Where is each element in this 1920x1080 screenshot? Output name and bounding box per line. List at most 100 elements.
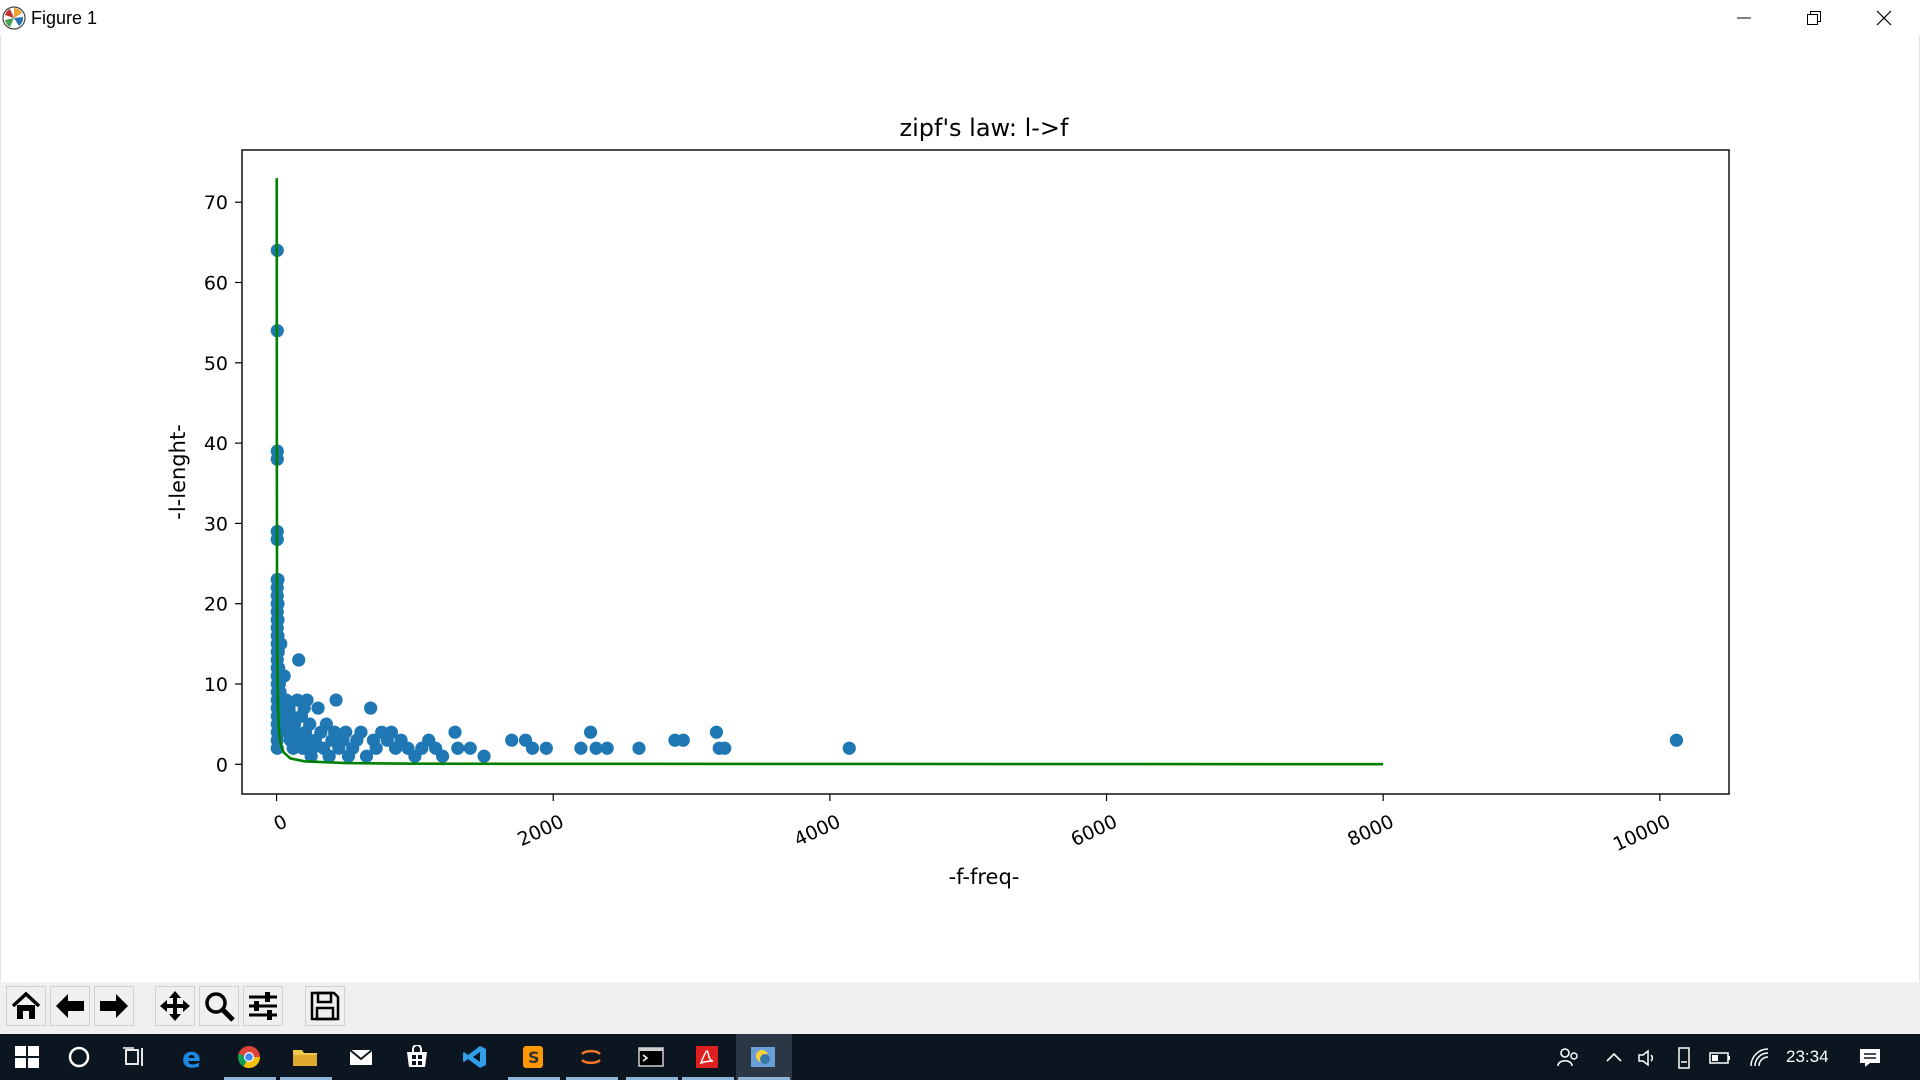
scatter-point xyxy=(477,749,491,763)
plot-area xyxy=(241,149,1730,795)
taskbar-acrobat[interactable] xyxy=(680,1034,736,1080)
scatter-point xyxy=(322,749,336,763)
scatter-point xyxy=(354,725,368,739)
matplotlib-logo-icon xyxy=(2,6,26,30)
scatter-point xyxy=(364,701,378,715)
usb-drive-icon[interactable] xyxy=(1672,1046,1696,1070)
chart-title: zipf's law: l->f xyxy=(900,114,1070,142)
scatter-point xyxy=(463,741,477,755)
zoom-button[interactable] xyxy=(199,986,239,1026)
scatter-point xyxy=(277,669,291,683)
scatter-point xyxy=(505,733,519,747)
scatter-point xyxy=(525,741,540,755)
scatter-point xyxy=(303,717,317,731)
floppy-disk-icon xyxy=(310,991,340,1021)
start-button[interactable] xyxy=(0,1034,56,1080)
move-icon xyxy=(160,991,190,1021)
running-indicator xyxy=(738,1077,790,1080)
windows-start-icon xyxy=(15,1046,39,1068)
configure-subplots-button[interactable] xyxy=(243,986,283,1026)
scatter-point xyxy=(319,717,333,731)
scatter-point xyxy=(359,749,374,763)
save-button[interactable] xyxy=(305,986,345,1026)
x-tick-label: 10000 xyxy=(1610,811,1674,856)
battery-icon[interactable] xyxy=(1708,1046,1732,1070)
forward-button[interactable] xyxy=(94,986,134,1026)
x-tick-label: 8000 xyxy=(1344,811,1397,851)
scatter-point xyxy=(1669,733,1684,747)
running-indicator xyxy=(566,1077,618,1080)
wifi-icon[interactable] xyxy=(1748,1046,1772,1070)
svg-text:S: S xyxy=(528,1048,540,1067)
running-indicator xyxy=(626,1077,678,1080)
taskbar-sublime[interactable]: S xyxy=(506,1034,562,1080)
cortana-button[interactable] xyxy=(52,1034,108,1080)
scatter-point xyxy=(300,693,314,707)
y-tick-label: 40 xyxy=(204,433,228,455)
taskbar-file-explorer[interactable] xyxy=(278,1034,334,1080)
acrobat-icon xyxy=(696,1046,718,1068)
action-center-icon[interactable] xyxy=(1858,1046,1882,1070)
taskbar-store[interactable] xyxy=(390,1034,446,1080)
running-indicator xyxy=(224,1077,276,1080)
vscode-icon xyxy=(463,1046,486,1068)
x-tick-label: 2000 xyxy=(514,811,567,851)
x-tick-label: 0 xyxy=(270,811,290,836)
pan-button[interactable] xyxy=(155,986,195,1026)
people-icon[interactable] xyxy=(1556,1046,1580,1070)
taskbar: e S xyxy=(0,1034,1920,1080)
scatter-point xyxy=(583,725,598,739)
sublime-icon: S xyxy=(523,1046,543,1068)
y-tick-label: 10 xyxy=(204,674,228,696)
taskbar-jupyter[interactable] xyxy=(564,1034,620,1080)
chrome-icon xyxy=(238,1046,260,1068)
window-title-bar[interactable]: Figure 1 xyxy=(0,0,1920,36)
minimize-button[interactable] xyxy=(1709,0,1779,36)
file-explorer-icon xyxy=(293,1050,317,1066)
taskbar-edge[interactable]: e xyxy=(166,1034,222,1080)
mail-icon xyxy=(349,1049,373,1065)
scatter-point xyxy=(329,693,343,707)
edge-icon: e xyxy=(182,1045,201,1069)
back-button[interactable] xyxy=(50,986,90,1026)
system-clock[interactable]: 23:34 xyxy=(1786,1047,1829,1066)
magnifier-icon xyxy=(205,992,235,1022)
taskbar-mail[interactable] xyxy=(334,1034,390,1080)
restore-icon xyxy=(1807,11,1821,25)
scatter-point xyxy=(589,741,603,755)
y-axis-label: -l-lenght- xyxy=(166,424,190,520)
task-view-icon xyxy=(123,1047,143,1066)
fit-curve-line xyxy=(275,178,1384,766)
scatter-point xyxy=(328,725,342,739)
x-tick-label: 6000 xyxy=(1068,811,1121,851)
python-icon xyxy=(751,1047,775,1067)
taskbar-python[interactable] xyxy=(736,1034,792,1080)
y-tick-label: 0 xyxy=(216,754,228,776)
taskbar-chrome[interactable] xyxy=(222,1034,278,1080)
home-icon xyxy=(11,991,41,1019)
chevron-up-icon[interactable] xyxy=(1602,1046,1626,1070)
running-indicator xyxy=(280,1077,332,1080)
volume-icon[interactable] xyxy=(1636,1046,1660,1070)
minimize-icon xyxy=(1737,17,1751,19)
scatter-point xyxy=(384,725,398,739)
terminal-icon xyxy=(638,1047,664,1067)
task-view-button[interactable] xyxy=(108,1034,164,1080)
figure-canvas[interactable]: zipf's law: l->f 0 2000 4000 6000 8000 10000 0… xyxy=(0,36,1920,982)
close-button[interactable] xyxy=(1849,0,1919,36)
arrow-left-icon xyxy=(56,994,84,1018)
x-tick-label: 4000 xyxy=(791,811,844,851)
scatter-point xyxy=(451,741,465,755)
close-icon xyxy=(1876,10,1892,26)
scatter-point xyxy=(632,741,646,755)
home-button[interactable] xyxy=(6,986,46,1026)
y-tick-label: 60 xyxy=(204,272,228,294)
scatter-point xyxy=(842,741,856,755)
scatter-point xyxy=(676,733,690,747)
taskbar-terminal[interactable] xyxy=(624,1034,680,1080)
restore-button[interactable] xyxy=(1779,0,1849,36)
scatter-point xyxy=(369,741,383,755)
taskbar-vscode[interactable] xyxy=(448,1034,504,1080)
scatter-point xyxy=(574,741,588,755)
y-tick-label: 70 xyxy=(204,192,228,214)
